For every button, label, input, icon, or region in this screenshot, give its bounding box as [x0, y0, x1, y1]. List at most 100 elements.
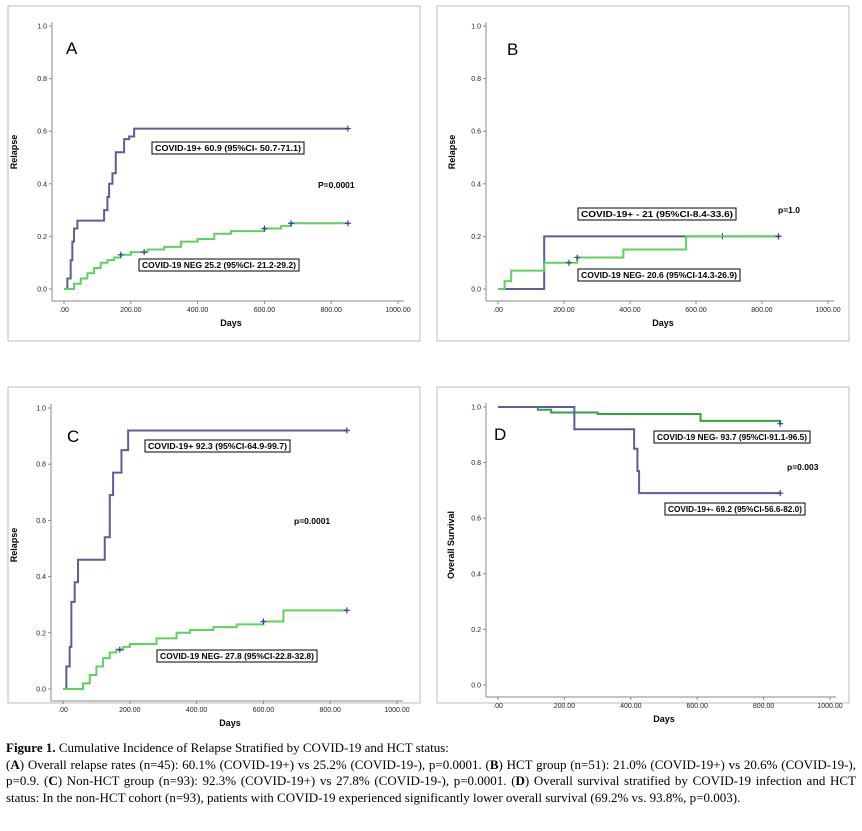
panel-c-y-tick-label: 0.2 [36, 630, 46, 637]
panel-a-x-tick-label: 200.00 [120, 307, 142, 314]
panel-b-series-covid-neg-line [498, 235, 779, 290]
panel-c-series-covid-pos-line [63, 429, 347, 690]
panel-c-p-value: p=0.0001 [294, 516, 330, 526]
caption-c-text: ) Non-HCT group (n=93): 92.3% (COVID-19+… [57, 773, 516, 788]
panel-a-x-tick-label: .00 [59, 307, 69, 314]
panel-c-x-tick-label: 600.00 [253, 707, 275, 714]
panel-d-series-covid-pos-label: COVID-19+- 69.2 (95%CI-56.6-82.0) [668, 504, 802, 514]
panel-a-series-covid-neg-label: COVID-19 NEG 25.2 (95%CI- 21.2-29.2) [142, 260, 296, 270]
panel-d-y-tick-label: 1.0 [471, 405, 481, 412]
panel-b-y-axis-label: Relapse [447, 135, 457, 170]
panel-b-p-value: p=1.0 [778, 205, 800, 215]
panel-b-x-axis-label: Days [652, 318, 674, 328]
panel-a-series-covid-neg-censor-mark [141, 249, 148, 256]
panel-d-p-value: p=0.003 [787, 462, 819, 472]
panel-b-series-covid-neg-label: COVID-19 NEG- 20.6 (95%CI-14.3-26.9) [581, 270, 737, 280]
panel-d-frame [436, 386, 850, 704]
panel-a-p-value: P=0.0001 [318, 180, 355, 190]
panel-a-y-tick-label: 0.6 [37, 129, 47, 136]
panel-b-x-tick-label: 1000.00 [815, 307, 840, 314]
panel-d-series-covid-neg-line [498, 406, 782, 424]
figure-caption: Figure 1. Cumulative Incidence of Relaps… [6, 740, 856, 805]
panel-d-series-covid-neg-label: COVID-19 NEG- 93.7 (95%CI-91.1-96.5) [657, 432, 807, 442]
panel-b-series-covid-pos-label-box [577, 207, 737, 221]
panel-d-x-tick-label: .00 [493, 703, 503, 710]
panel-a-frame [7, 5, 421, 342]
panel-c-x-tick-label: 800.00 [319, 707, 341, 714]
panel-b-series-covid-pos-line [498, 235, 779, 290]
panel-b-series-covid-neg-censor-mark [565, 259, 572, 266]
panel-b: 0.0 0.2 0.4 0.6 0.8 1.0 .00 200.00 400.00 600.00 8… [436, 5, 850, 342]
panel-b-letter: B [507, 40, 518, 59]
panel-b-x-tick-label: .00 [493, 307, 503, 314]
panel-d-series-covid-neg-label-box [653, 430, 811, 444]
panel-d-y-axis-label: Overall Survival [446, 511, 456, 579]
panel-c-y-tick-label: 0.8 [36, 462, 46, 469]
panel-d-series-covid-pos-label-box [664, 502, 806, 516]
panel-a-x-axis-label: Days [220, 318, 242, 328]
panel-b-y-tick-label: 0.6 [471, 129, 481, 136]
panel-a-x-tick-label: 1000.00 [385, 307, 410, 314]
panel-b-series-covid-neg-censor-mark [775, 233, 782, 240]
panel-c-letter: C [67, 427, 79, 446]
panel-d: 0.0 0.2 0.4 0.6 0.8 1.0 .00 200.00 400.00 600.00 8… [436, 386, 850, 724]
caption-a-label: A [10, 756, 20, 772]
panel-a-series-covid-neg-censor-mark [288, 220, 295, 227]
panel-b-frame [436, 5, 850, 342]
panel-d-series-covid-pos-line [498, 406, 781, 495]
panel-d-y-tick-label: 0.0 [471, 683, 481, 690]
panel-d-x-tick-label: 600.00 [686, 703, 708, 710]
panel-a-x-tick-label: 400.00 [187, 307, 209, 314]
panel-d-y-tick-label: 0.4 [471, 571, 481, 578]
panel-a-series-covid-pos-line [64, 127, 348, 290]
panel-c-x-tick-label: 1000.00 [384, 707, 409, 714]
panel-d-y-tick-label: 0.8 [471, 460, 481, 467]
panel-c-frame [7, 386, 421, 704]
panel-b-series-covid-neg-label-box [577, 268, 741, 282]
caption-a-text: ) Overall relapse rates (n=45): 60.1% (C… [19, 756, 490, 772]
panel-a-y-tick-label: 0.2 [37, 234, 47, 241]
panel-c-y-tick-label: 0.4 [36, 574, 46, 581]
panel-c-series-covid-neg-label: COVID-19 NEG- 27.8 (95%CI-22.8-32.8) [160, 651, 314, 661]
panel-c-x-tick-label: 400.00 [186, 707, 208, 714]
panel-a-series-covid-neg-line [64, 222, 348, 290]
panel-a-series-covid-neg-censor-mark [261, 225, 268, 232]
panel-c-series-covid-pos-censor-mark [343, 427, 350, 434]
panel-d-series-covid-pos-censor-mark [777, 490, 784, 497]
panel-a-y-tick-label: 0.8 [37, 76, 47, 83]
panel-d-x-tick-label: 400.00 [620, 703, 642, 710]
panel-c-series-covid-neg-censor-mark [116, 646, 123, 653]
caption-figure-label: Figure 1. [6, 740, 56, 755]
panel-a-series-covid-neg-censor-mark [344, 220, 351, 227]
panel-b-y-tick-label: 0.0 [471, 287, 481, 294]
panel-d-letter: D [494, 425, 506, 444]
panel-c-y-tick-label: 1.0 [36, 406, 46, 413]
panel-a-y-tick-label: 0.4 [37, 181, 47, 188]
panel-b-series-covid-neg-censor-mark [574, 254, 581, 261]
panel-c-y-axis-label: Relapse [9, 528, 19, 563]
panel-a-y-axis-label: Relapse [9, 135, 19, 170]
panel-a-y-tick-label: 0.0 [37, 287, 47, 294]
panel-c-series-covid-pos-label: COVID-19+ 92.3 (95%CI-64.9-99.7) [148, 441, 287, 451]
panel-d-x-tick-label: 1000.00 [817, 703, 842, 710]
panel-d-x-tick-label: 800.00 [753, 703, 775, 710]
panel-a-letter: A [66, 39, 78, 58]
panel-a: 0.0 0.2 0.4 0.6 0.8 1.0 .00 200.00 400.00 600.00 8… [7, 5, 421, 342]
panel-d-x-tick-label: 200.00 [554, 703, 576, 710]
panel-b-x-tick-label: 600.00 [685, 307, 707, 314]
figure-panels: 0.0 0.2 0.4 0.6 0.8 1.0 .00 200.00 400.00 600.00 8… [7, 5, 850, 728]
panel-c-y-tick-label: 0.6 [36, 518, 46, 525]
panel-b-series-covid-pos-label: COVID-19+ - 21 (95%CI-8.4-33.6) [581, 209, 733, 219]
panel-c-series-covid-pos-label-box [144, 439, 291, 453]
panel-d-x-axis-label: Days [653, 714, 675, 724]
panel-d-y-tick-label: 0.6 [471, 516, 481, 523]
caption-figure-title: Cumulative Incidence of Relapse Stratifi… [55, 740, 449, 755]
panel-c-series-covid-neg-line [63, 609, 347, 690]
panel-c: 0.0 0.2 0.4 0.6 0.8 1.0 .00 200.00 400.00 600.00 8… [7, 386, 421, 728]
panel-c-series-covid-neg-label-box [156, 649, 318, 663]
panel-c-x-tick-label: .00 [58, 707, 68, 714]
panel-c-series-covid-neg-censor-mark [260, 618, 267, 625]
panel-a-series-covid-neg-censor-mark [117, 251, 124, 258]
panel-a-x-tick-label: 600.00 [254, 307, 276, 314]
panel-b-y-tick-label: 0.8 [471, 76, 481, 83]
